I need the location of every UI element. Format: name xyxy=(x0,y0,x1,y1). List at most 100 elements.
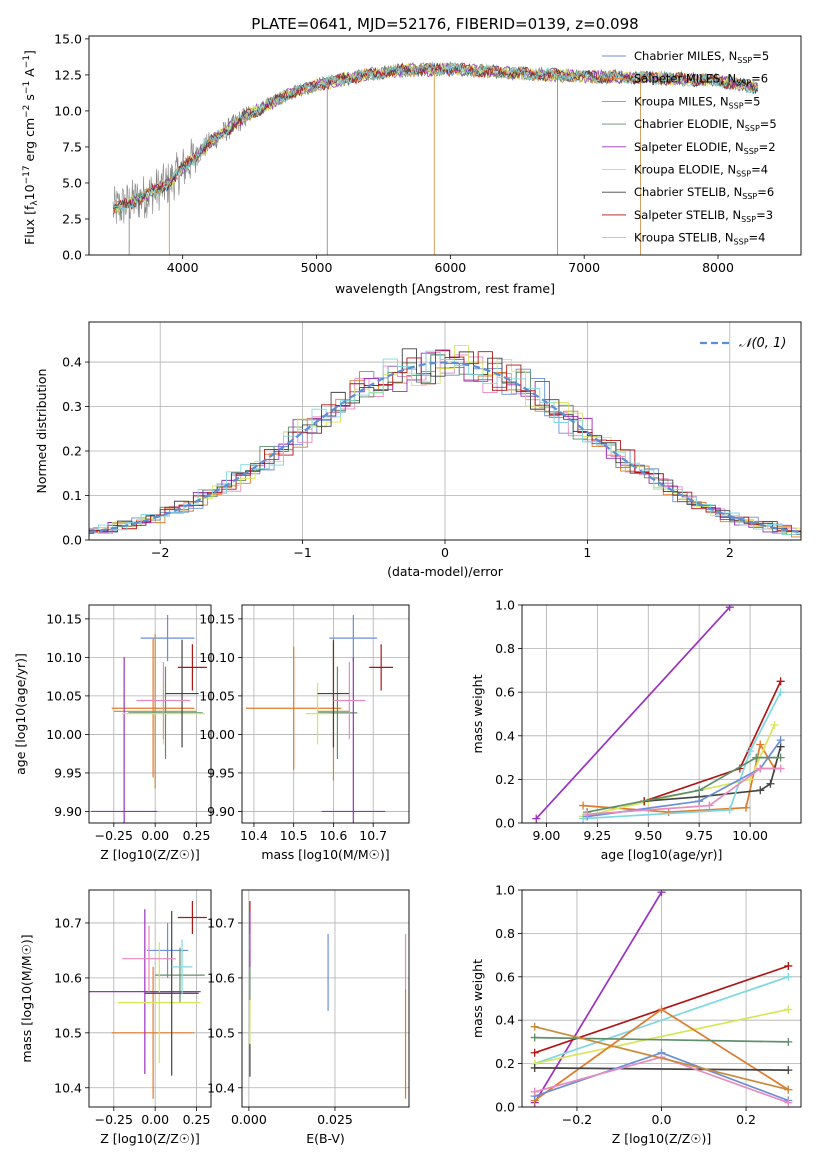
y-tick-label: 10.4 xyxy=(207,1080,235,1095)
x-tick-label: −0.25 xyxy=(95,828,133,843)
y-tick-label: 1.0 xyxy=(495,598,515,613)
weight-marker xyxy=(776,677,785,686)
x-tick-label: 9.25 xyxy=(583,828,611,843)
error-bars xyxy=(249,900,407,1099)
histogram-step xyxy=(89,348,801,536)
x-axis-label: Z [log10(Z/Z☉)] xyxy=(100,847,200,862)
x-axis-label: E(B-V) xyxy=(306,1131,345,1146)
weight-line xyxy=(587,767,781,816)
x-tick-label: 0.2 xyxy=(736,1112,756,1127)
figure-title: PLATE=0641, MJD=52176, FIBERID=0139, z=0… xyxy=(251,15,638,33)
error-bars xyxy=(89,900,207,1099)
x-axis-label: age [log10(age/yr)] xyxy=(601,847,723,862)
weight-lines xyxy=(530,890,793,1107)
x-tick-label: 0.025 xyxy=(317,1112,353,1127)
x-tick-label: −2 xyxy=(151,545,169,560)
mass_vs_Z-plot: −0.25 0.00 0.25 10.4 10.5 10.6 10.7 Z [log10(Z/… xyxy=(19,889,212,1146)
weight-marker xyxy=(583,810,592,819)
y-tick-label: 10.15 xyxy=(199,611,235,626)
weight-marker xyxy=(579,801,588,810)
weight-marker xyxy=(784,1098,793,1107)
y-tick-label: 0.4 xyxy=(495,1013,515,1028)
weight-marker xyxy=(776,753,785,762)
y-tick-label: 0.2 xyxy=(62,444,82,459)
axes-frame xyxy=(241,889,410,1108)
x-tick-label: 10.5 xyxy=(280,828,308,843)
y-axis-label: age [log10(age/yr)] xyxy=(13,653,28,775)
x-axis-label: (data-model)/error xyxy=(387,564,504,579)
residuals-plot: −2 −1 0 1 2 0.0 0.1 0.2 0.3 0.4 (data-model)/error… xyxy=(34,321,802,579)
spectrum-legend: Chabrier MILES, NSSP=5 Salpeter MILES, NS… xyxy=(602,49,777,247)
y-tick-label: 10.00 xyxy=(199,727,235,742)
legend-label: Kroupa ELODIE, NSSP=4 xyxy=(634,163,768,179)
weight-marker xyxy=(746,747,755,756)
mass_vs_EBV-plot: 0.000 0.025 10.4 10.5 10.6 10.7 E(B-V) xyxy=(207,889,410,1146)
y-axis-label: Flux [fλ10−17 erg cm−2 s−1 A−1] xyxy=(22,50,40,245)
weight-marker xyxy=(752,753,761,762)
weight-line xyxy=(587,739,782,818)
x-tick-label: 0.0 xyxy=(652,1112,672,1127)
weight_vs_Z-plot: −0.2 0.0 0.2 0.0 0.2 0.4 0.6 0.8 1.0 Z [log10(Z/Z… xyxy=(470,883,802,1146)
y-tick-label: 5.0 xyxy=(62,175,82,190)
y-tick-label: 10.05 xyxy=(46,688,82,703)
weight-line xyxy=(534,975,789,1065)
weight-marker xyxy=(705,801,714,810)
y-tick-label: 10.10 xyxy=(199,650,235,665)
weight-marker xyxy=(784,1066,793,1075)
y-axis-label: mass weight xyxy=(470,674,485,753)
y-tick-label: 10.5 xyxy=(54,1025,82,1040)
spectrum-plot: 4000 5000 6000 7000 8000 0.0 2.5 5.0 7.5 10.0 12.5… xyxy=(22,31,802,296)
x-tick-label: 1 xyxy=(583,545,591,560)
y-tick-label: 15.0 xyxy=(54,31,82,46)
spectrum-lines xyxy=(112,60,759,255)
x-tick-label: −0.25 xyxy=(95,1112,133,1127)
weight-marker xyxy=(784,1037,793,1046)
age_vs_Z-plot: −0.25 0.00 0.25 9.90 9.95 10.00 10.05 10.10 10.1… xyxy=(13,604,212,862)
x-tick-label: 2 xyxy=(726,545,734,560)
weight-marker xyxy=(530,1022,539,1031)
weight-marker xyxy=(657,1005,666,1014)
x-tick-label: 10.4 xyxy=(240,828,268,843)
weight-marker xyxy=(776,688,785,697)
y-tick-label: 0.2 xyxy=(495,1056,515,1071)
x-tick-label: 0.00 xyxy=(141,828,169,843)
age_vs_mass-plot: 10.4 10.5 10.6 10.7 9.90 9.95 10.00 10.05 10.10 1… xyxy=(199,604,410,862)
weight_vs_age-plot: 9.00 9.25 9.50 9.75 10.00 0.0 0.2 0.4 0.6 0.8 1.0 a… xyxy=(470,598,802,862)
y-tick-label: 0.4 xyxy=(62,355,82,370)
x-tick-label: 9.75 xyxy=(685,828,713,843)
weight-marker xyxy=(530,1033,539,1042)
y-tick-label: 10.7 xyxy=(54,915,82,930)
x-axis-label: wavelength [Angstrom, rest frame] xyxy=(335,281,555,296)
weight-marker xyxy=(766,779,775,788)
y-tick-label: 0.0 xyxy=(495,1100,515,1115)
x-tick-label: 0.000 xyxy=(231,1112,267,1127)
spectrum-model-line xyxy=(112,61,758,211)
y-tick-label: 1.0 xyxy=(495,883,515,898)
y-tick-label: 0.8 xyxy=(495,926,515,941)
y-tick-label: 10.05 xyxy=(199,688,235,703)
legend-label: Kroupa STELIB, NSSP=4 xyxy=(634,231,765,247)
x-tick-label: −1 xyxy=(293,545,311,560)
weight-marker xyxy=(530,1087,539,1096)
y-tick-label: 10.00 xyxy=(46,727,82,742)
weight-marker xyxy=(784,972,793,981)
legend-label: Chabrier STELIB, NSSP=6 xyxy=(634,185,774,201)
x-tick-label: 5000 xyxy=(301,260,333,275)
y-tick-label: 0.0 xyxy=(62,248,82,263)
gaussian-curve xyxy=(89,361,799,534)
x-tick-label: 8000 xyxy=(702,260,734,275)
x-tick-label: 0 xyxy=(441,545,449,560)
y-tick-label: 10.5 xyxy=(207,1025,235,1040)
plots-layer: 4000 5000 6000 7000 80000.02.55.07.510.012.5… xyxy=(13,31,802,1146)
y-tick-label: 9.90 xyxy=(207,804,235,819)
legend-label: Salpeter MILES, NSSP=6 xyxy=(634,72,768,88)
x-axis-label: Z [log10(Z/Z☉)] xyxy=(612,1131,712,1146)
y-tick-label: 2.5 xyxy=(62,211,82,226)
legend-label: 𝒩(0, 1) xyxy=(739,336,786,351)
y-tick-label: 0.4 xyxy=(495,728,515,743)
x-tick-label: 9.50 xyxy=(634,828,662,843)
y-tick-label: 10.6 xyxy=(54,970,82,985)
weight-line xyxy=(534,1008,789,1065)
x-tick-label: −0.2 xyxy=(562,1112,592,1127)
weight-marker xyxy=(742,803,751,812)
